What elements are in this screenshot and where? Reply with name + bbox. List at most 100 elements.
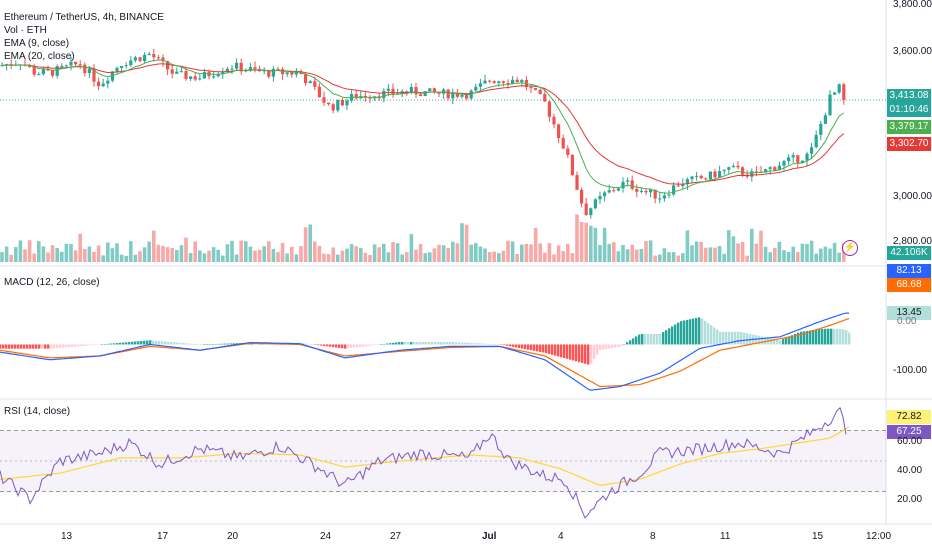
volume-bar (639, 248, 644, 262)
candle-body (285, 72, 289, 75)
candle-body (202, 72, 206, 79)
candle-body (41, 69, 45, 75)
volume-bar (239, 240, 243, 262)
macd-histogram-bar (233, 343, 236, 345)
macd-histogram-bar (644, 333, 647, 345)
macd-histogram-bar (725, 331, 728, 345)
macd-histogram-bar (140, 341, 143, 345)
lightning-icon[interactable]: ⚡ (842, 240, 858, 256)
candle-body (552, 116, 556, 125)
volume-bar (423, 253, 427, 262)
macd-histogram-bar (0, 344, 2, 349)
macd-histogram-bar (737, 331, 740, 345)
macd-histogram-bar (452, 342, 455, 345)
macd-histogram-bar (419, 341, 422, 345)
candle-body (69, 61, 73, 66)
candle-body (819, 123, 823, 135)
volume-bar (460, 223, 464, 262)
candle-body (336, 100, 340, 111)
macd-histogram-bar (29, 344, 32, 349)
volume-bar (32, 253, 36, 262)
candle-body (488, 80, 492, 82)
volume-bar (713, 247, 717, 262)
candle-body (483, 80, 487, 84)
time-tick-27: 27 (390, 531, 402, 542)
volume-bar (740, 241, 745, 262)
candle-body (695, 175, 699, 177)
time-tick-13: 13 (61, 531, 73, 542)
candle-body (644, 190, 648, 193)
candle-body (667, 194, 671, 196)
candle-body (534, 87, 538, 90)
candle-body (405, 91, 409, 93)
macd-histogram-bar (143, 340, 146, 345)
candle-body (340, 100, 344, 106)
volume-bar (598, 244, 602, 262)
volume-bar (280, 242, 285, 262)
candle-body (828, 94, 832, 116)
candle-body (221, 72, 225, 75)
macd-histogram-bar (173, 342, 176, 345)
ema9-line (1, 59, 845, 194)
volume-bar (156, 244, 161, 262)
candle-body (216, 74, 220, 77)
candle-body (497, 81, 501, 83)
volume-bar (326, 254, 331, 262)
macd-histogram-bar (548, 344, 551, 354)
volume-bar (745, 255, 749, 262)
macd-histogram-bar (317, 344, 320, 346)
macd-histogram-bar (83, 344, 86, 346)
candle-body (750, 171, 754, 177)
macd-histogram-bar (53, 344, 56, 349)
rsi-tick-60: 60.00 (897, 436, 923, 447)
macd-histogram-bar (533, 344, 536, 351)
macd-histogram-bar (95, 344, 98, 345)
chart-legend-main: Ethereum / TetherUS, 4h, BINANCE Vol · E… (4, 11, 164, 63)
macd-histogram-bar (590, 344, 593, 364)
macd-histogram-bar (809, 330, 812, 345)
volume-bar (133, 254, 138, 262)
candle-body (727, 167, 731, 170)
macd-histogram-bar (554, 344, 557, 356)
macd-histogram-bar (11, 344, 14, 349)
macd-histogram-bar (461, 342, 464, 345)
candle-body (520, 79, 524, 83)
macd-histogram-bar (647, 333, 650, 345)
volume-bar (451, 241, 455, 262)
volume-bar (23, 249, 27, 262)
candle-body (681, 184, 685, 187)
volume-bar (262, 246, 266, 262)
candle-body (557, 124, 561, 139)
volume-bar (658, 254, 662, 262)
volume-bar (708, 247, 713, 262)
macd-histogram-bar (497, 344, 500, 345)
macd-histogram-bar (566, 344, 569, 359)
candle-body (32, 66, 36, 75)
macd-histogram-bar (710, 325, 713, 345)
volume-bar (418, 244, 423, 262)
candle-body (423, 91, 427, 97)
candle-body (446, 89, 450, 99)
macd-histogram-bar (560, 344, 563, 358)
macd-histogram-bar (740, 332, 743, 345)
macd-histogram-bar (503, 344, 506, 346)
candle-body (276, 68, 280, 70)
volume-bar (414, 249, 418, 262)
candle-body (791, 155, 795, 158)
macd-histogram-bar (842, 329, 845, 345)
volume-bar (400, 254, 404, 262)
candle-body (239, 62, 243, 72)
candle-body (492, 81, 496, 83)
volume-bar (437, 244, 441, 262)
macd-histogram-bar (611, 344, 614, 348)
volume-bar (276, 252, 280, 262)
macd-histogram-bar (428, 341, 431, 345)
volume-bar (782, 250, 786, 262)
candle-body (474, 86, 478, 91)
macd-histogram-bar (545, 344, 548, 354)
macd-histogram-bar (380, 344, 383, 345)
macd-histogram-bar (800, 331, 803, 345)
macd-histogram-bar (335, 344, 338, 348)
